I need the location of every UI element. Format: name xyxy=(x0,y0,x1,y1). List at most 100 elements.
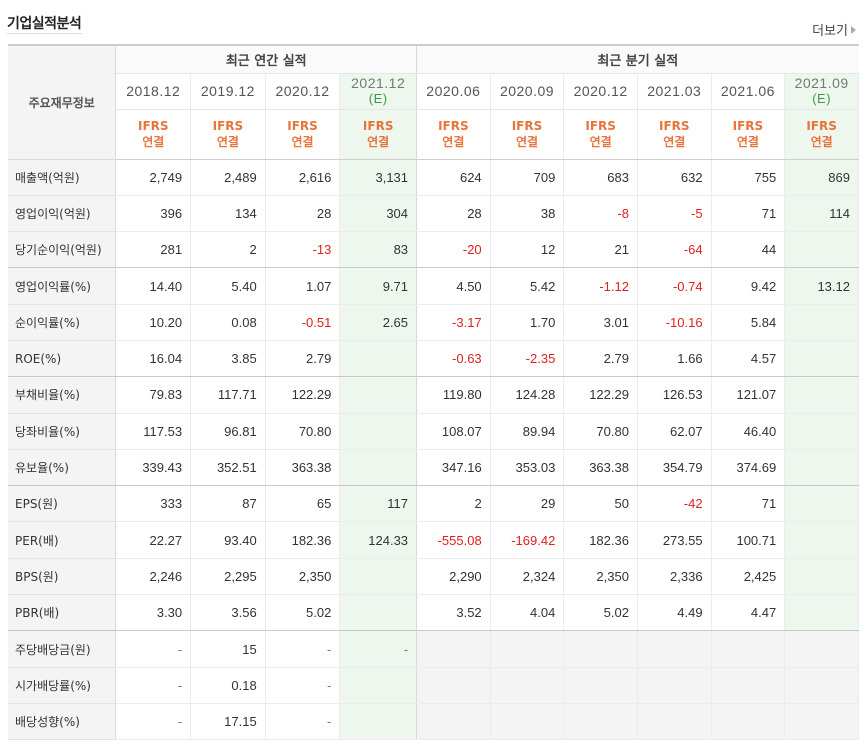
table-cell: - xyxy=(265,703,341,741)
table-cell xyxy=(784,667,859,704)
table-cell: -3.17 xyxy=(416,304,491,341)
table-cell xyxy=(563,667,638,704)
table-cell xyxy=(339,413,418,450)
accounting-basis: IFRS 연결 xyxy=(637,109,712,160)
table-cell: 10.20 xyxy=(115,304,192,341)
more-link[interactable]: 더보기 xyxy=(812,20,856,39)
accounting-basis: IFRS 연결 xyxy=(416,109,491,160)
table-cell: 2,246 xyxy=(115,558,192,596)
table-cell: 65 xyxy=(265,485,341,523)
table-cell: 22.27 xyxy=(115,521,192,559)
row-label: 배당성향(%) xyxy=(8,703,117,741)
table-row: 순이익률(%) 10.20 0.08 -0.51 2.65 -3.17 1.70 3.01 -1… xyxy=(8,304,859,341)
table-cell xyxy=(711,630,786,668)
table-cell: 396 xyxy=(115,195,192,233)
row-label: 당좌비율(%) xyxy=(8,413,117,450)
basis-scope: 연결 xyxy=(142,135,165,149)
table-cell: -2.35 xyxy=(490,340,565,378)
period-label: 2018.12 xyxy=(126,82,181,99)
table-cell: 5.84 xyxy=(711,304,786,341)
table-cell: 4.49 xyxy=(637,594,712,632)
accounting-basis: IFRS 연결 xyxy=(339,109,418,160)
table-row: ROE(%) 16.04 3.85 2.79 -0.63 -2.35 2.79 1.66 4.5… xyxy=(8,340,859,378)
table-cell xyxy=(563,703,638,741)
period-header: 2021.06 xyxy=(711,73,786,110)
table-row: 영업이익률(%) 14.40 5.40 1.07 9.71 4.50 5.42 -1.12 -0… xyxy=(8,267,859,305)
table-cell xyxy=(784,304,859,341)
table-cell: -0.63 xyxy=(416,340,491,378)
table-row: PER(배) 22.27 93.40 182.36 124.33 -555.08 -169.… xyxy=(8,521,859,559)
table-cell xyxy=(711,703,786,741)
period-header: 2021.09 (E) xyxy=(784,73,859,110)
basis-standard: IFRS xyxy=(137,119,169,133)
basis-scope: 연결 xyxy=(515,135,539,149)
table-cell: 4.04 xyxy=(490,594,565,632)
table-cell: 126.53 xyxy=(637,376,712,414)
table-cell: 2,350 xyxy=(265,558,341,596)
period-label: 2020.06 xyxy=(426,82,481,99)
basis-standard: IFRS xyxy=(659,119,690,133)
table-cell: - xyxy=(115,703,192,741)
table-cell: 0.18 xyxy=(190,667,266,704)
table-cell: 182.36 xyxy=(265,521,341,559)
basis-scope: 연결 xyxy=(663,135,686,149)
basis-scope: 연결 xyxy=(589,135,612,149)
period-header: 2020.12 xyxy=(563,73,638,110)
quarterly-group-header: 최근 분기 실적 xyxy=(416,45,859,74)
table-cell: 0.08 xyxy=(190,304,266,341)
table-cell: 62.07 xyxy=(637,413,712,450)
row-label: 부채비율(%) xyxy=(8,376,117,414)
basis-standard: IFRS xyxy=(212,119,244,133)
accounting-basis: IFRS 연결 xyxy=(711,109,786,160)
row-label: PER(배) xyxy=(8,521,117,559)
table-cell: 2,295 xyxy=(190,558,266,596)
table-cell xyxy=(784,340,859,378)
table-cell: 134 xyxy=(190,195,266,233)
table-cell: 374.69 xyxy=(711,449,786,487)
table-cell xyxy=(784,558,859,596)
title-divider xyxy=(7,33,82,34)
table-cell: 44 xyxy=(711,231,786,269)
table-cell: 632 xyxy=(637,159,712,196)
table-cell: 2,616 xyxy=(265,159,341,196)
table-cell: -0.74 xyxy=(637,267,712,305)
basis-scope: 연결 xyxy=(216,135,239,149)
table-cell xyxy=(339,558,418,596)
row-label: 영업이익(억원) xyxy=(8,195,117,233)
table-cell: 683 xyxy=(563,159,638,196)
table-cell: 347.16 xyxy=(416,449,491,487)
table-cell: 304 xyxy=(339,195,418,233)
period-label: 2020.12 xyxy=(573,82,628,99)
table-cell xyxy=(339,376,418,414)
period-header: 2020.09 xyxy=(490,73,565,110)
table-cell: 2,489 xyxy=(190,159,266,196)
table-cell: 46.40 xyxy=(711,413,786,450)
table-cell: 624 xyxy=(416,159,491,196)
row-label: 매출액(억원) xyxy=(8,159,117,196)
basis-standard: IFRS xyxy=(511,119,543,133)
table-cell: 3.30 xyxy=(115,594,192,632)
period-label: 2021.06 xyxy=(720,82,775,99)
table-cell xyxy=(637,703,712,741)
table-cell: 28 xyxy=(265,195,341,233)
table-cell: 2.79 xyxy=(265,340,341,378)
table-cell: 117 xyxy=(339,485,418,523)
table-cell: 4.47 xyxy=(711,594,786,632)
basis-scope: 연결 xyxy=(736,135,759,149)
row-label: 순이익률(%) xyxy=(8,304,117,341)
table-cell: - xyxy=(115,630,192,668)
table-row: 배당성향(%) -17.15- xyxy=(8,703,859,741)
table-cell: 79.83 xyxy=(115,376,192,414)
table-cell xyxy=(637,667,712,704)
table-cell: 273.55 xyxy=(637,521,712,559)
table-cell: 2,749 xyxy=(115,159,192,196)
table-cell: 21 xyxy=(563,231,638,269)
table-cell: 9.71 xyxy=(339,267,418,305)
table-cell: -5 xyxy=(637,195,712,233)
table-cell: 96.81 xyxy=(190,413,266,450)
table-cell: -0.51 xyxy=(265,304,341,341)
table-cell: -555.08 xyxy=(416,521,491,559)
table-cell: 2 xyxy=(416,485,491,523)
table-cell xyxy=(784,703,859,741)
period-label: 2019.12 xyxy=(200,82,255,99)
